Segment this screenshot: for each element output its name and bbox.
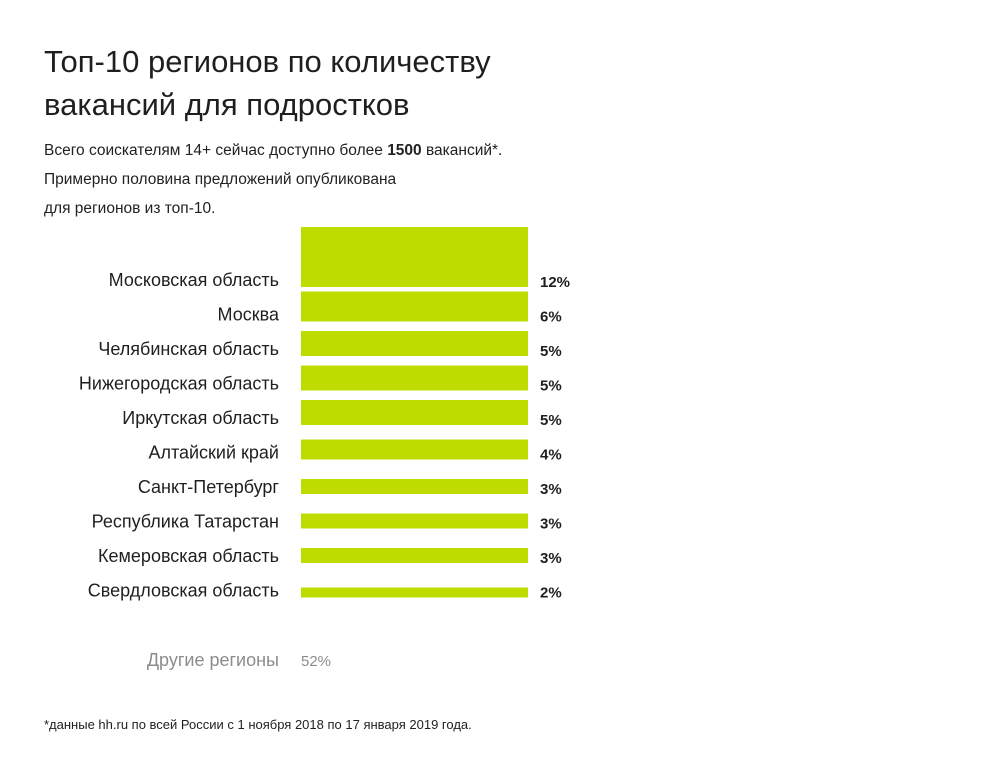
title-line-2: вакансий для подростков <box>44 87 410 122</box>
bar-2 <box>301 291 528 322</box>
chart-subtitle: Всего соискателям 14+ сейчас доступно бо… <box>44 136 604 223</box>
title-line-1: Топ-10 регионов по количеству <box>44 44 491 79</box>
chart-title: Топ-10 регионов по количеству вакансий д… <box>44 40 604 126</box>
bar-3 <box>301 331 528 356</box>
category-label-7: Санкт-Петербург <box>138 477 280 497</box>
category-label-1: Московская область <box>109 270 279 290</box>
category-label-3: Челябинская область <box>98 339 279 359</box>
category-label-8: Республика Татарстан <box>92 512 279 532</box>
footnote: *данные hh.ru по всей России с 1 ноября … <box>44 717 472 732</box>
bar-9 <box>301 548 528 563</box>
value-label-8: 3% <box>540 516 562 533</box>
value-label-10: 2% <box>540 585 562 602</box>
category-label-2: Москва <box>218 305 280 325</box>
value-label-2: 6% <box>540 309 562 326</box>
value-label-6: 4% <box>540 447 562 464</box>
value-label-7: 3% <box>540 481 562 498</box>
bar-5 <box>301 400 528 425</box>
bar-1 <box>301 227 528 287</box>
subtitle-line-2: Примерно половина предложений опубликова… <box>44 171 397 188</box>
bar-6 <box>301 439 528 460</box>
category-label-6: Алтайский край <box>148 443 279 463</box>
value-label-9: 3% <box>540 550 562 567</box>
category-label-10: Свердловская область <box>88 581 279 601</box>
category-label-5: Иркутская область <box>122 408 279 428</box>
bar-8 <box>301 513 528 529</box>
value-label-5: 5% <box>540 412 562 429</box>
bars-group: Московская область 12% Москва 6% Челябинская… <box>79 227 570 602</box>
other-regions-group: Другие регионы 52% <box>147 650 331 670</box>
category-label-9: Кемеровская область <box>98 546 279 566</box>
subtitle-vacancy-count: 1500 <box>387 142 422 159</box>
other-regions-value: 52% <box>301 653 331 670</box>
bar-4 <box>301 365 528 391</box>
value-label-4: 5% <box>540 378 562 395</box>
value-label-1: 12% <box>540 274 570 291</box>
subtitle-line-1: Всего соискателям 14+ сейчас доступно бо… <box>44 136 604 165</box>
bar-10 <box>301 587 528 598</box>
other-regions-label: Другие регионы <box>147 650 279 670</box>
category-label-4: Нижегородская область <box>79 374 279 394</box>
subtitle-line-1-start: Всего соискателям 14+ сейчас доступно бо… <box>44 142 388 159</box>
value-label-3: 5% <box>540 343 562 360</box>
subtitle-line-3: для регионов из топ-10. <box>44 200 216 217</box>
subtitle-line-1-end: вакансий*. <box>421 142 503 159</box>
bar-7 <box>301 479 528 494</box>
